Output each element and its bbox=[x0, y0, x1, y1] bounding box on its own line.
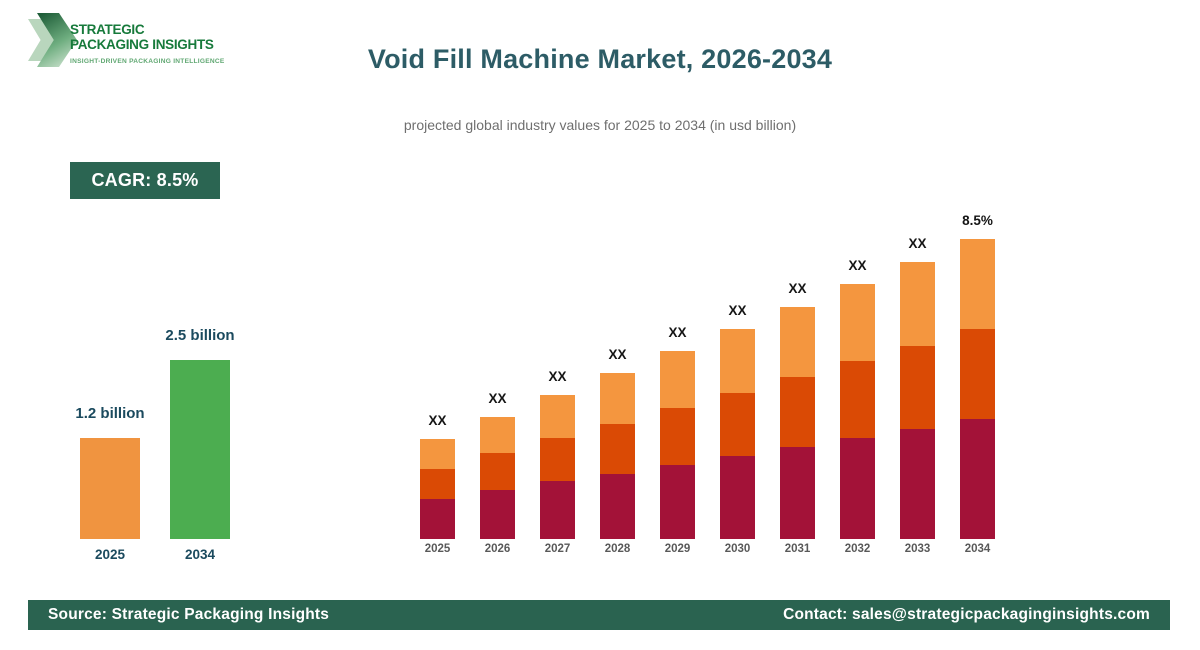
bar-segment-segment-middle-2033 bbox=[900, 346, 935, 429]
bar-value-label-2034: 8.5% bbox=[962, 213, 993, 228]
logo-name-line1: STRATEGIC bbox=[70, 22, 145, 37]
bar-segment-segment-bottom-2025 bbox=[420, 499, 455, 539]
mini-bar-2034 bbox=[170, 360, 230, 539]
cagr-badge: CAGR: 8.5% bbox=[70, 162, 220, 199]
bar-segment-segment-middle-2032 bbox=[840, 361, 875, 438]
bar-year-label-2031: 2031 bbox=[784, 543, 811, 555]
bar-segment-segment-bottom-2034 bbox=[960, 419, 995, 539]
bar-year-label-2028: 2028 bbox=[604, 543, 631, 555]
bar-segment-segment-middle-2027 bbox=[540, 438, 575, 481]
mini-comparison-chart: 1.2 billion 2025 2.5 billion 2034 bbox=[60, 320, 245, 570]
mini-value-label-2025: 1.2 billion bbox=[75, 405, 145, 422]
bar-segment-segment-bottom-2028 bbox=[600, 474, 635, 539]
bar-segment-segment-top-2028 bbox=[600, 373, 635, 424]
bar-value-label-2029: XX bbox=[668, 325, 687, 340]
bar-segment-segment-bottom-2026 bbox=[480, 490, 515, 539]
bar-segment-segment-bottom-2030 bbox=[720, 456, 755, 539]
bar-segment-segment-middle-2029 bbox=[660, 408, 695, 465]
bar-segment-segment-top-2031 bbox=[780, 307, 815, 377]
mini-value-label-2034: 2.5 billion bbox=[165, 327, 235, 344]
bar-value-label-2026: XX bbox=[488, 391, 507, 406]
bar-year-label-2029: 2029 bbox=[664, 543, 691, 555]
bar-segment-segment-top-2027 bbox=[540, 395, 575, 438]
bar-segment-segment-top-2026 bbox=[480, 417, 515, 453]
bar-segment-segment-bottom-2031 bbox=[780, 447, 815, 539]
mini-bar-2025 bbox=[80, 438, 140, 539]
bar-value-label-2033: XX bbox=[908, 236, 927, 251]
bar-segment-segment-top-2030 bbox=[720, 329, 755, 393]
bar-value-label-2032: XX bbox=[848, 258, 867, 273]
bar-segment-segment-middle-2030 bbox=[720, 393, 755, 456]
bar-segment-segment-top-2025 bbox=[420, 439, 455, 469]
bar-segment-segment-top-2034 bbox=[960, 239, 995, 329]
bar-segment-segment-bottom-2033 bbox=[900, 429, 935, 539]
bar-year-label-2025: 2025 bbox=[424, 543, 451, 555]
bar-segment-segment-middle-2034 bbox=[960, 329, 995, 419]
bar-value-label-2030: XX bbox=[728, 303, 747, 318]
bar-segment-segment-middle-2031 bbox=[780, 377, 815, 447]
mini-year-label-2034: 2034 bbox=[184, 547, 216, 562]
bar-year-label-2027: 2027 bbox=[544, 543, 571, 555]
page-title: Void Fill Machine Market, 2026-2034 bbox=[367, 44, 833, 74]
logo: STRATEGIC PACKAGING INSIGHTS INSIGHT-DRI… bbox=[28, 12, 288, 72]
logo-text: STRATEGIC PACKAGING INSIGHTS INSIGHT-DRI… bbox=[70, 22, 225, 65]
bar-segment-segment-top-2033 bbox=[900, 262, 935, 346]
bar-value-label-2027: XX bbox=[548, 369, 567, 384]
bar-value-label-2031: XX bbox=[788, 281, 807, 296]
logo-tagline: INSIGHT-DRIVEN PACKAGING INTELLIGENCE bbox=[70, 58, 225, 65]
bar-year-label-2032: 2032 bbox=[844, 543, 871, 555]
bar-segment-segment-bottom-2027 bbox=[540, 481, 575, 539]
bar-segment-segment-bottom-2029 bbox=[660, 465, 695, 539]
bar-segment-segment-middle-2026 bbox=[480, 453, 515, 490]
footer-contact: Contact: sales@strategicpackaginginsight… bbox=[783, 606, 1150, 623]
bar-year-label-2033: 2033 bbox=[904, 543, 931, 555]
stacked-bar-chart: XX 2025 XX 2026 XX 2027 XX 2028 XX 2029 XX 2030 XX 20… bbox=[410, 195, 1030, 575]
bar-segment-segment-middle-2025 bbox=[420, 469, 455, 499]
bar-value-label-2028: XX bbox=[608, 347, 627, 362]
footer-bar: Source: Strategic Packaging Insights Con… bbox=[28, 600, 1170, 630]
logo-name-line2: PACKAGING INSIGHTS bbox=[70, 37, 214, 52]
footer-source: Source: Strategic Packaging Insights bbox=[48, 606, 330, 623]
bar-segment-segment-bottom-2032 bbox=[840, 438, 875, 539]
mini-year-label-2025: 2025 bbox=[94, 547, 126, 562]
bar-segment-segment-top-2029 bbox=[660, 351, 695, 408]
bar-year-label-2030: 2030 bbox=[724, 543, 751, 555]
bar-year-label-2026: 2026 bbox=[484, 543, 511, 555]
page-subtitle: projected global industry values for 202… bbox=[403, 117, 797, 133]
bar-value-label-2025: XX bbox=[428, 413, 447, 428]
bar-year-label-2034: 2034 bbox=[964, 543, 991, 555]
bar-segment-segment-middle-2028 bbox=[600, 424, 635, 474]
bar-segment-segment-top-2032 bbox=[840, 284, 875, 361]
